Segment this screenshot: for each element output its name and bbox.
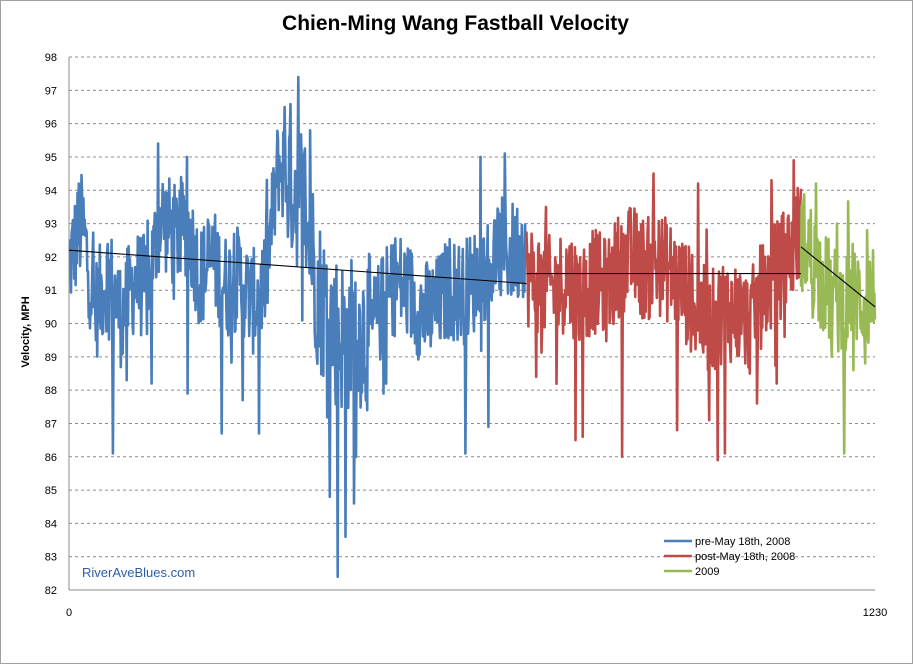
series-line-0 <box>68 75 528 579</box>
trendline-0 <box>68 249 527 285</box>
y-tick-label-94: 94 <box>45 185 57 197</box>
x-tick-label-0: 0 <box>66 607 72 619</box>
watermark-text: RiverAveBlues.com <box>82 565 196 580</box>
x-tick-label-1: 1230 <box>863 607 887 619</box>
y-tick-label-92: 92 <box>45 252 57 264</box>
y-tick-label-82: 82 <box>45 585 57 597</box>
y-tick-label-96: 96 <box>45 119 57 131</box>
trendline-2 <box>800 246 876 308</box>
y-tick-label-91: 91 <box>45 285 57 297</box>
y-tick-label-93: 93 <box>45 219 57 231</box>
y-tick-label-90: 90 <box>45 319 57 331</box>
legend-label-2: 2009 <box>695 566 719 578</box>
y-tick-label-84: 84 <box>45 518 57 530</box>
y-tick-label-88: 88 <box>45 385 57 397</box>
y-tick-label-89: 89 <box>45 352 57 364</box>
y-tick-label-83: 83 <box>45 552 57 564</box>
y-tick-label-86: 86 <box>45 452 57 464</box>
y-tick-label-87: 87 <box>45 418 57 430</box>
chart-title: Chien-Ming Wang Fastball Velocity <box>282 12 629 35</box>
legend-label-0: pre-May 18th, 2008 <box>695 536 790 548</box>
series-line-1 <box>525 159 803 462</box>
y-tick-label-85: 85 <box>45 485 57 497</box>
series-line-2 <box>799 182 877 455</box>
y-tick-label-97: 97 <box>45 85 57 97</box>
y-tick-label-95: 95 <box>45 152 57 164</box>
legend-label-1: post-May 18th, 2008 <box>695 551 795 563</box>
y-tick-label-98: 98 <box>45 52 57 64</box>
